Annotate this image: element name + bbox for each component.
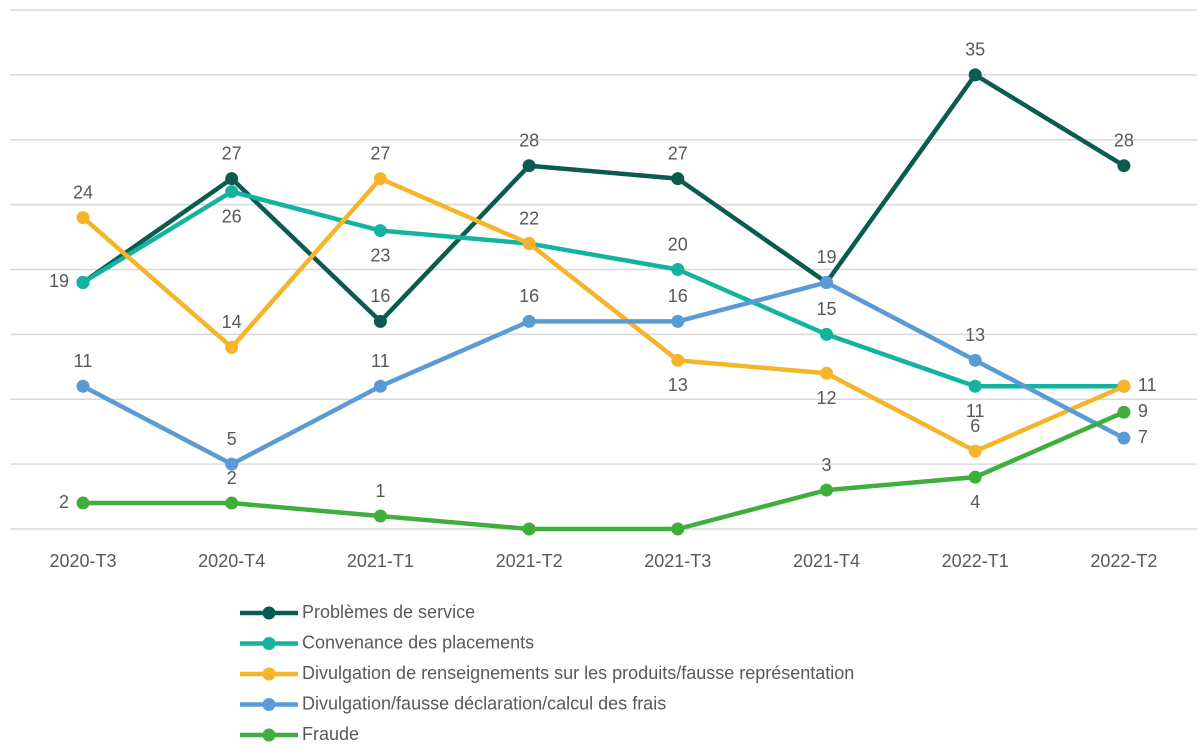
x-tick-label: 2020-T4 (198, 551, 265, 571)
data-label: 23 (370, 245, 390, 265)
data-point (671, 522, 685, 536)
data-label: 20 (668, 234, 688, 254)
data-label: 27 (370, 143, 390, 163)
data-point (820, 483, 833, 497)
data-label: 11 (74, 351, 93, 371)
data-label: 6 (970, 416, 980, 436)
x-tick-label: 2021-T1 (347, 551, 414, 571)
data-point (76, 211, 90, 225)
data-point (968, 470, 982, 484)
data-label: 9 (1138, 401, 1148, 421)
legend-marker (262, 728, 276, 742)
series-line (81, 176, 1125, 454)
data-label: 28 (519, 130, 539, 150)
data-point (76, 379, 90, 393)
data-label: 22 (519, 208, 539, 228)
legend-marker (262, 606, 276, 620)
legend-marker (262, 698, 276, 711)
data-point (76, 496, 90, 510)
data-point (373, 314, 387, 328)
data-point (820, 275, 833, 289)
data-point (671, 314, 685, 328)
data-label: 16 (370, 286, 390, 306)
legend-label: Convenance des placements (302, 632, 534, 652)
series-line (81, 72, 1126, 324)
legend-marker (262, 667, 276, 681)
data-point (522, 237, 536, 251)
data-point (373, 224, 387, 238)
data-label: 26 (222, 206, 242, 226)
data-point (373, 379, 387, 393)
data-point (522, 159, 536, 173)
data-label: 19 (816, 247, 836, 267)
data-label: 13 (965, 325, 985, 345)
data-point (522, 522, 536, 536)
x-tick-label: 2022-T1 (942, 551, 1009, 571)
legend-label: Fraude (302, 724, 359, 744)
data-point (76, 275, 90, 289)
data-label: 2 (59, 492, 69, 512)
data-label: 3 (821, 455, 831, 475)
data-point (225, 457, 239, 471)
x-tick-label: 2021-T2 (496, 551, 563, 571)
data-point (968, 379, 982, 393)
data-point (671, 263, 685, 276)
data-point (968, 68, 982, 82)
data-point (225, 185, 239, 199)
legend-label: Problèmes de service (302, 602, 475, 622)
data-point (820, 366, 833, 380)
data-point (968, 353, 982, 367)
data-label: 4 (970, 492, 980, 512)
data-label: 14 (222, 312, 242, 332)
data-point (522, 314, 536, 328)
legend-label: Divulgation de renseignements sur les pr… (302, 663, 854, 683)
data-label: 7 (1138, 427, 1148, 447)
data-point (1117, 431, 1131, 445)
data-point (1117, 405, 1131, 419)
data-point (671, 353, 685, 367)
data-label: 13 (668, 375, 688, 395)
data-label: 2 (227, 468, 237, 488)
data-label: 1 (375, 481, 385, 501)
data-label: 27 (668, 143, 688, 163)
data-label: 19 (49, 271, 69, 291)
data-label: 5 (227, 429, 237, 449)
series-line (81, 280, 1125, 467)
data-label: 35 (965, 40, 985, 60)
data-label: 15 (816, 299, 836, 319)
data-point (671, 172, 685, 186)
legend-marker (262, 637, 276, 650)
data-label: 24 (73, 182, 93, 202)
data-point (1117, 379, 1131, 393)
data-label: 12 (816, 388, 836, 408)
data-point (968, 444, 982, 458)
data-point (1117, 159, 1131, 173)
x-tick-label: 2021-T4 (793, 551, 860, 571)
data-point (820, 327, 833, 341)
x-tick-label: 2020-T3 (49, 551, 116, 571)
legend-label: Divulgation/fausse déclaration/calcul de… (302, 693, 666, 713)
data-label: 11 (371, 351, 390, 371)
data-point (225, 172, 239, 186)
data-label: 16 (668, 286, 688, 306)
data-label: 16 (519, 286, 539, 306)
series-line (83, 410, 1125, 532)
data-point (225, 340, 239, 354)
data-point (373, 509, 387, 523)
data-label: 11 (1138, 375, 1157, 395)
data-point (373, 172, 387, 186)
x-tick-label: 2022-T2 (1090, 551, 1157, 571)
data-point (225, 496, 239, 510)
series-line (81, 189, 1124, 389)
data-label: 27 (222, 143, 242, 163)
data-label: 11 (966, 401, 985, 421)
data-label: 28 (1114, 130, 1134, 150)
x-tick-label: 2021-T3 (644, 551, 711, 571)
